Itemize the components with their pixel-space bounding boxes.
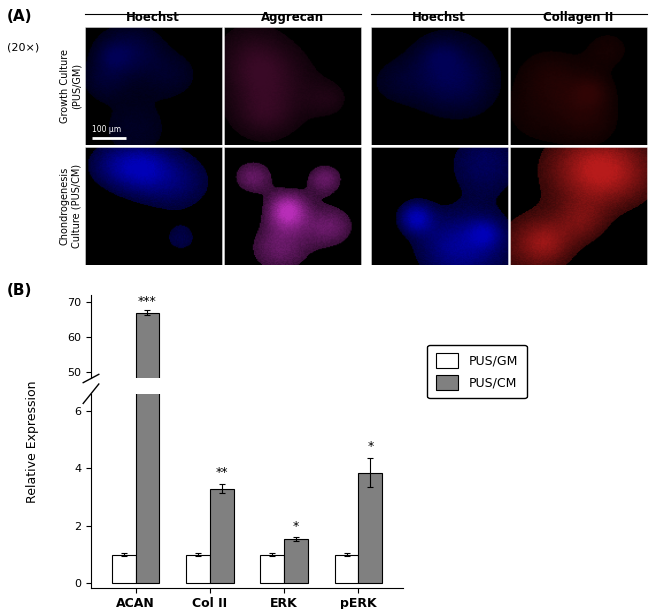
Bar xyxy=(358,473,382,583)
Text: *: * xyxy=(367,440,374,453)
Text: Chondrogenesis
Culture (PUS/CM): Chondrogenesis Culture (PUS/CM) xyxy=(60,164,81,248)
Bar xyxy=(284,540,308,544)
Text: ***: *** xyxy=(138,295,157,308)
Bar xyxy=(284,539,308,583)
Text: Collagen II: Collagen II xyxy=(543,12,614,24)
Text: (A): (A) xyxy=(6,9,32,24)
Text: Relative Expression: Relative Expression xyxy=(26,380,39,503)
Bar xyxy=(210,488,233,583)
Text: Hoechst: Hoechst xyxy=(126,12,180,24)
Bar xyxy=(210,533,233,544)
Legend: PUS/GM, PUS/CM: PUS/GM, PUS/CM xyxy=(427,345,526,398)
Bar xyxy=(358,532,382,544)
Bar xyxy=(335,555,358,583)
Bar xyxy=(261,555,284,583)
Bar xyxy=(136,312,159,544)
Text: Aggrecan: Aggrecan xyxy=(261,12,324,24)
Bar xyxy=(335,541,358,544)
Bar xyxy=(112,541,136,544)
Text: Growth Culture
(PUS/GM): Growth Culture (PUS/GM) xyxy=(60,49,81,124)
Bar xyxy=(261,541,284,544)
Text: 100 μm: 100 μm xyxy=(92,125,121,134)
Bar xyxy=(186,541,210,544)
Bar xyxy=(136,0,159,583)
Bar xyxy=(186,555,210,583)
Text: Hoechst: Hoechst xyxy=(412,12,466,24)
Text: *: * xyxy=(293,519,299,532)
Bar xyxy=(112,555,136,583)
Text: **: ** xyxy=(216,466,228,479)
Text: (B): (B) xyxy=(6,283,32,298)
Text: (20×): (20×) xyxy=(6,43,39,52)
